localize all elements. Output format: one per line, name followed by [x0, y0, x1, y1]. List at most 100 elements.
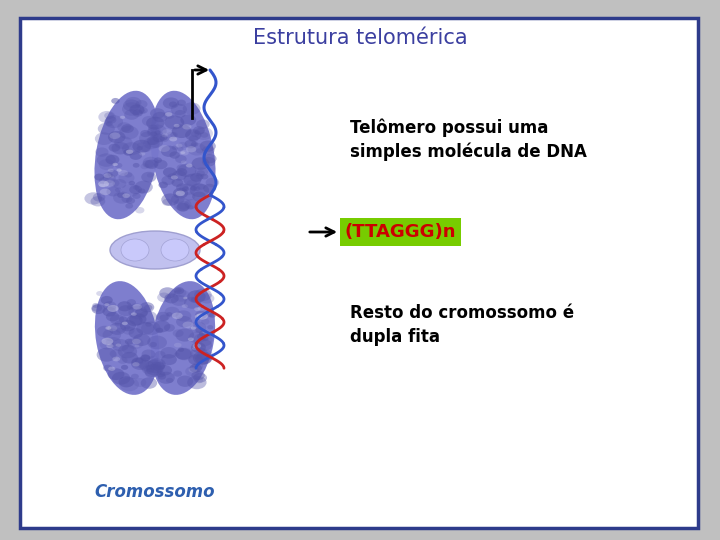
Ellipse shape	[202, 157, 215, 166]
Ellipse shape	[141, 321, 161, 335]
Ellipse shape	[135, 358, 143, 364]
Ellipse shape	[95, 281, 159, 395]
Ellipse shape	[147, 137, 159, 145]
Ellipse shape	[132, 163, 140, 168]
Ellipse shape	[143, 157, 159, 168]
Ellipse shape	[158, 372, 175, 384]
Ellipse shape	[188, 338, 194, 341]
Ellipse shape	[96, 348, 117, 362]
Ellipse shape	[109, 132, 120, 139]
Ellipse shape	[132, 357, 146, 368]
Ellipse shape	[174, 353, 179, 356]
Ellipse shape	[115, 163, 122, 168]
Ellipse shape	[176, 328, 194, 342]
Ellipse shape	[127, 299, 136, 306]
Ellipse shape	[107, 170, 118, 177]
Ellipse shape	[178, 164, 197, 177]
Ellipse shape	[191, 131, 199, 137]
Ellipse shape	[107, 325, 117, 332]
Ellipse shape	[158, 181, 168, 188]
Ellipse shape	[157, 365, 172, 376]
Ellipse shape	[132, 339, 141, 344]
Text: Cromossomo: Cromossomo	[95, 483, 215, 501]
Ellipse shape	[94, 173, 104, 180]
Ellipse shape	[174, 289, 186, 297]
Ellipse shape	[187, 205, 194, 210]
Ellipse shape	[131, 357, 149, 370]
Ellipse shape	[104, 173, 111, 178]
Ellipse shape	[169, 137, 177, 141]
Ellipse shape	[191, 297, 197, 302]
FancyBboxPatch shape	[20, 18, 698, 528]
Ellipse shape	[119, 172, 135, 184]
Ellipse shape	[106, 337, 121, 348]
Ellipse shape	[145, 160, 158, 169]
Ellipse shape	[146, 363, 163, 376]
Ellipse shape	[195, 311, 207, 319]
Ellipse shape	[117, 192, 125, 198]
Ellipse shape	[98, 123, 115, 134]
Ellipse shape	[192, 362, 203, 370]
Ellipse shape	[117, 168, 122, 172]
Ellipse shape	[194, 339, 212, 351]
Ellipse shape	[130, 151, 142, 160]
Ellipse shape	[137, 146, 143, 151]
Ellipse shape	[125, 97, 141, 108]
Ellipse shape	[207, 313, 213, 317]
Ellipse shape	[132, 185, 140, 190]
Ellipse shape	[148, 335, 167, 349]
Ellipse shape	[179, 184, 195, 195]
Ellipse shape	[160, 136, 168, 142]
Ellipse shape	[108, 305, 116, 311]
Ellipse shape	[176, 191, 185, 196]
Ellipse shape	[200, 132, 208, 138]
Ellipse shape	[189, 367, 197, 373]
Ellipse shape	[161, 239, 189, 261]
Ellipse shape	[122, 345, 135, 354]
Ellipse shape	[132, 140, 151, 153]
Ellipse shape	[116, 328, 123, 333]
Ellipse shape	[202, 146, 215, 154]
Ellipse shape	[136, 322, 154, 335]
Ellipse shape	[103, 174, 116, 183]
Ellipse shape	[156, 371, 166, 377]
Ellipse shape	[189, 332, 205, 343]
Ellipse shape	[133, 334, 150, 346]
Ellipse shape	[184, 297, 201, 309]
Ellipse shape	[203, 184, 216, 193]
Ellipse shape	[196, 173, 204, 179]
Ellipse shape	[195, 128, 204, 134]
Ellipse shape	[197, 170, 205, 176]
Ellipse shape	[187, 376, 207, 389]
Ellipse shape	[161, 146, 177, 157]
Ellipse shape	[174, 287, 184, 294]
Ellipse shape	[138, 188, 145, 194]
Ellipse shape	[131, 374, 139, 379]
Ellipse shape	[94, 91, 160, 219]
Ellipse shape	[164, 324, 175, 332]
Ellipse shape	[197, 349, 213, 361]
Ellipse shape	[184, 140, 197, 149]
Ellipse shape	[171, 194, 184, 204]
Ellipse shape	[183, 297, 187, 299]
Ellipse shape	[148, 124, 158, 131]
Ellipse shape	[184, 174, 202, 186]
Ellipse shape	[107, 368, 125, 380]
Ellipse shape	[115, 187, 122, 192]
Ellipse shape	[139, 152, 145, 156]
Ellipse shape	[118, 305, 134, 316]
Ellipse shape	[91, 304, 106, 314]
Ellipse shape	[121, 365, 128, 370]
Ellipse shape	[197, 313, 208, 320]
Ellipse shape	[104, 112, 114, 119]
Ellipse shape	[183, 322, 194, 328]
Ellipse shape	[163, 97, 179, 109]
Ellipse shape	[140, 130, 150, 137]
Ellipse shape	[197, 306, 204, 310]
Ellipse shape	[190, 347, 208, 360]
Ellipse shape	[195, 353, 212, 364]
Ellipse shape	[129, 185, 142, 194]
Ellipse shape	[139, 360, 153, 370]
Ellipse shape	[104, 303, 109, 306]
Ellipse shape	[192, 371, 204, 380]
